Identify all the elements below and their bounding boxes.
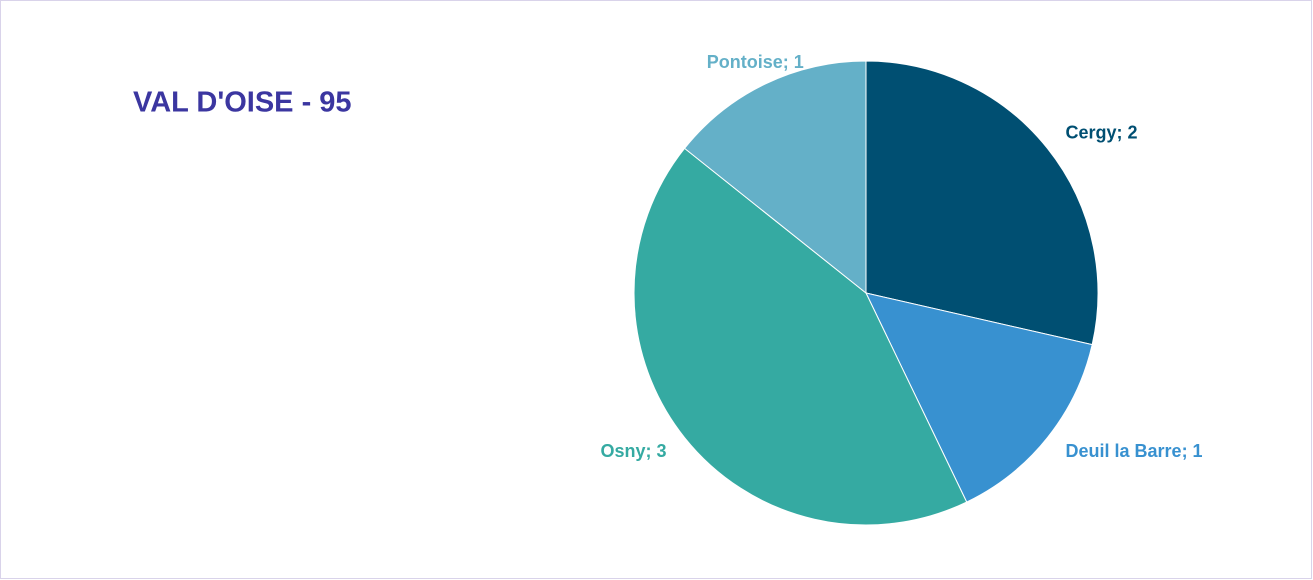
data-label: Cergy; 2 xyxy=(1066,123,1138,143)
data-label: Pontoise; 1 xyxy=(707,52,804,72)
pie-slice xyxy=(633,147,968,526)
pie-slice xyxy=(683,60,867,295)
pie-slice xyxy=(865,60,1099,346)
pie-slice xyxy=(865,292,1093,503)
data-label: Osny; 3 xyxy=(600,441,666,461)
chart-title: VAL D'OISE - 95 xyxy=(133,87,352,119)
data-label: Deuil la Barre; 1 xyxy=(1066,441,1203,461)
